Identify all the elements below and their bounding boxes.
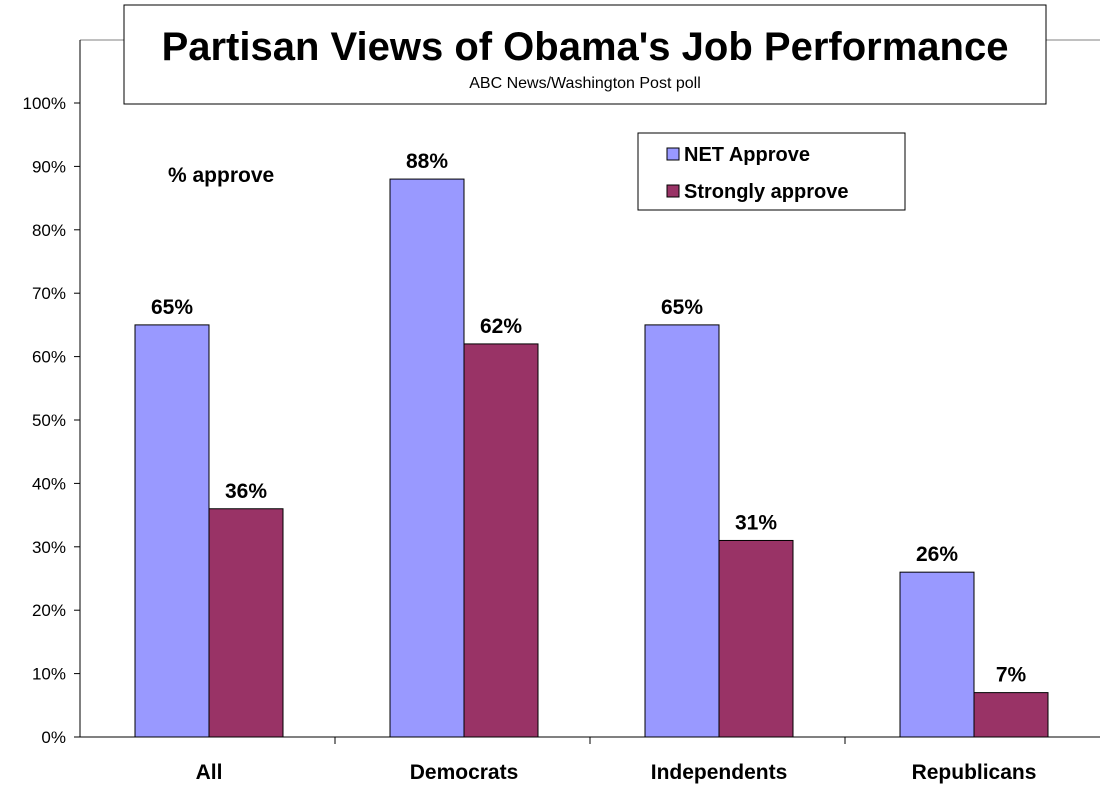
y-tick-label: 50% [32,411,66,430]
legend-label-strongly-approve: Strongly approve [684,181,848,203]
bar-value-label: 26% [916,543,958,566]
legend-label-net-approve: NET Approve [684,144,810,166]
y-tick-label: 90% [32,157,66,176]
bar-value-label: 36% [225,480,267,503]
y-axis-ticks: 0% 10% 20% 30% 40% 50% 60% 70% 80% 90% 100% [23,94,80,747]
x-category-label: Independents [651,761,788,784]
title-box [123,4,1047,105]
approve-annotation: % approve [168,164,274,187]
x-category-label: Republicans [912,761,1037,784]
y-tick-label: 20% [32,601,66,620]
y-tick-label: 100% [23,94,66,113]
chart-title: Partisan Views of Obama's Job Performanc… [162,25,1009,69]
bar-strongly-approve-independents [718,539,794,738]
bar-value-label: 65% [151,296,193,319]
x-category-label: All [196,761,223,784]
x-axis-ticks [334,737,846,744]
legend: NET Approve Strongly approve [637,132,906,211]
x-category-label: Democrats [410,761,519,784]
bar-net-approve-democrats [389,178,465,738]
bar-value-label: 7% [996,664,1027,687]
bar-value-label: 65% [661,296,703,319]
chart-subtitle: ABC News/Washington Post poll [469,75,701,92]
bar-value-label: 62% [480,315,522,338]
y-tick-label: 60% [32,348,66,367]
bar-strongly-approve-republicans [973,692,1049,738]
y-tick-label: 80% [32,221,66,240]
bar-strongly-approve-all [208,508,284,738]
y-tick-label: 10% [32,665,66,684]
y-tick-label: 30% [32,538,66,557]
x-axis-labels: All Democrats Independents Republicans [196,761,1037,784]
legend-box [637,132,906,211]
bar-value-label: 88% [406,150,448,173]
bar-net-approve-independents [644,324,720,738]
bar-labels-group: 65% 36% 88% 62% 65% 31% 26% 7% [151,150,1027,687]
bar-value-label: 31% [735,511,777,534]
bars-group [134,178,1049,738]
bar-strongly-approve-democrats [463,343,539,738]
y-tick-label: 70% [32,284,66,303]
legend-swatch-strongly-approve [666,184,680,198]
y-tick-label: 0% [41,728,66,747]
y-tick-label: 40% [32,474,66,493]
bar-net-approve-all [134,324,210,738]
legend-swatch-net-approve [666,147,680,161]
bar-net-approve-republicans [899,571,975,738]
